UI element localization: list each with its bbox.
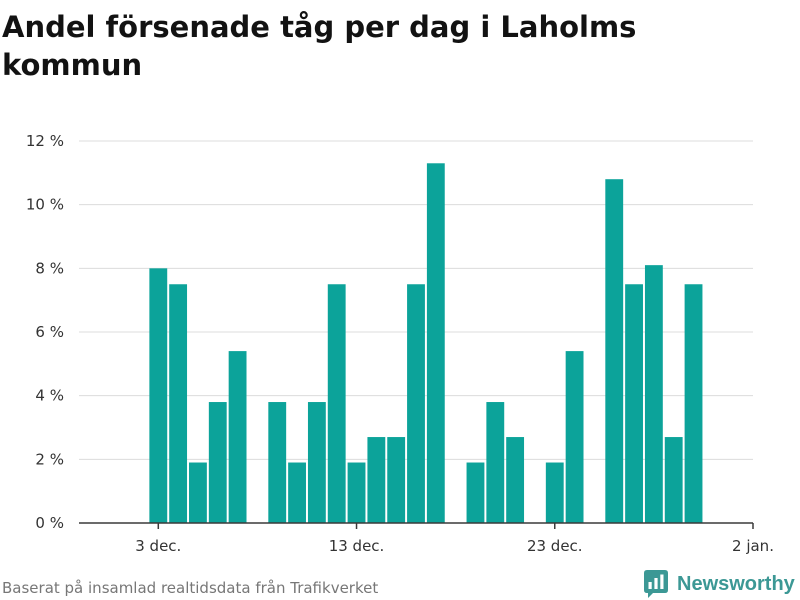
bar [466, 462, 485, 523]
source-note: Baserat på insamlad realtidsdata från Tr… [2, 579, 379, 597]
bar [288, 462, 306, 523]
bar [644, 265, 663, 523]
y-tick-label: 8 % [35, 259, 64, 277]
bar [347, 462, 366, 523]
bar [367, 437, 386, 523]
bar-chart: 0 % 2 % 4 % 6 % 8 % 10 % 12 % 3 dec. 13 dec. 23 d… [26, 132, 774, 555]
bar [426, 163, 445, 523]
bar [228, 351, 247, 523]
bar [625, 284, 643, 523]
bar [189, 462, 207, 523]
bar [149, 268, 168, 523]
y-tick-label: 0 % [35, 514, 64, 532]
newsworthy-logo-icon [644, 570, 668, 598]
x-tick-label: 2 jan. [732, 537, 774, 555]
bar [605, 179, 624, 523]
logo-text: Newsworthy [677, 573, 795, 595]
bar [506, 437, 525, 523]
y-tick-label: 4 % [35, 387, 64, 405]
bar [169, 284, 188, 523]
bar [565, 351, 584, 523]
bar [327, 284, 346, 523]
y-tick-label: 6 % [35, 323, 64, 341]
newsworthy-logo: Newsworthy [644, 569, 795, 599]
bar [545, 462, 564, 523]
bar [307, 402, 326, 523]
bar [684, 284, 703, 523]
chart-title: Andel försenade tåg per dag i Laholms ko… [2, 10, 637, 82]
bar [268, 402, 287, 523]
x-tick-label: 3 dec. [135, 537, 181, 555]
bar [486, 402, 505, 523]
x-tick-label: 23 dec. [527, 537, 583, 555]
y-tick-label: 12 % [26, 132, 64, 150]
bar [208, 402, 227, 523]
bar [387, 437, 406, 523]
y-tick-label: 2 % [35, 450, 64, 468]
bar [407, 284, 425, 523]
y-tick-label: 10 % [26, 196, 64, 214]
x-tick-label: 13 dec. [329, 537, 385, 555]
bar [664, 437, 683, 523]
